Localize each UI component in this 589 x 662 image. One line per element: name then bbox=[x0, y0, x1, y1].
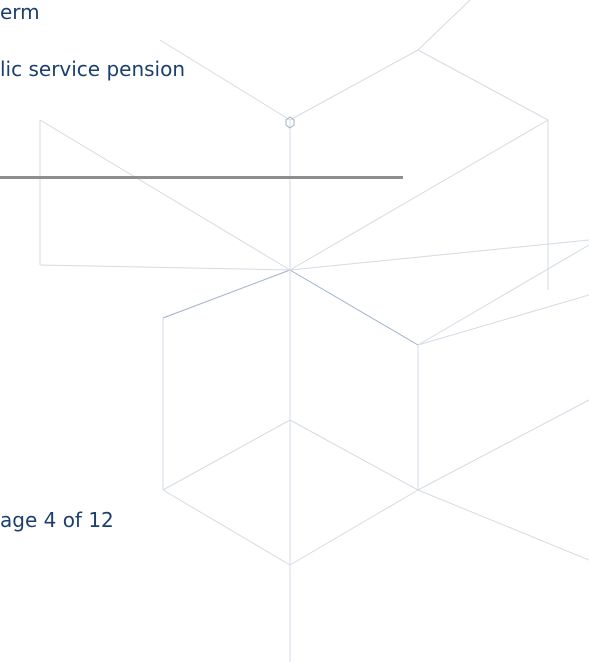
text-line: erm bbox=[0, 0, 40, 24]
text-line: lic service pension bbox=[0, 57, 185, 81]
page: erm lic service pension age 4 of 12 bbox=[0, 0, 589, 662]
cube-pattern bbox=[0, 0, 589, 662]
page-number: age 4 of 12 bbox=[0, 508, 114, 532]
divider bbox=[0, 176, 403, 179]
